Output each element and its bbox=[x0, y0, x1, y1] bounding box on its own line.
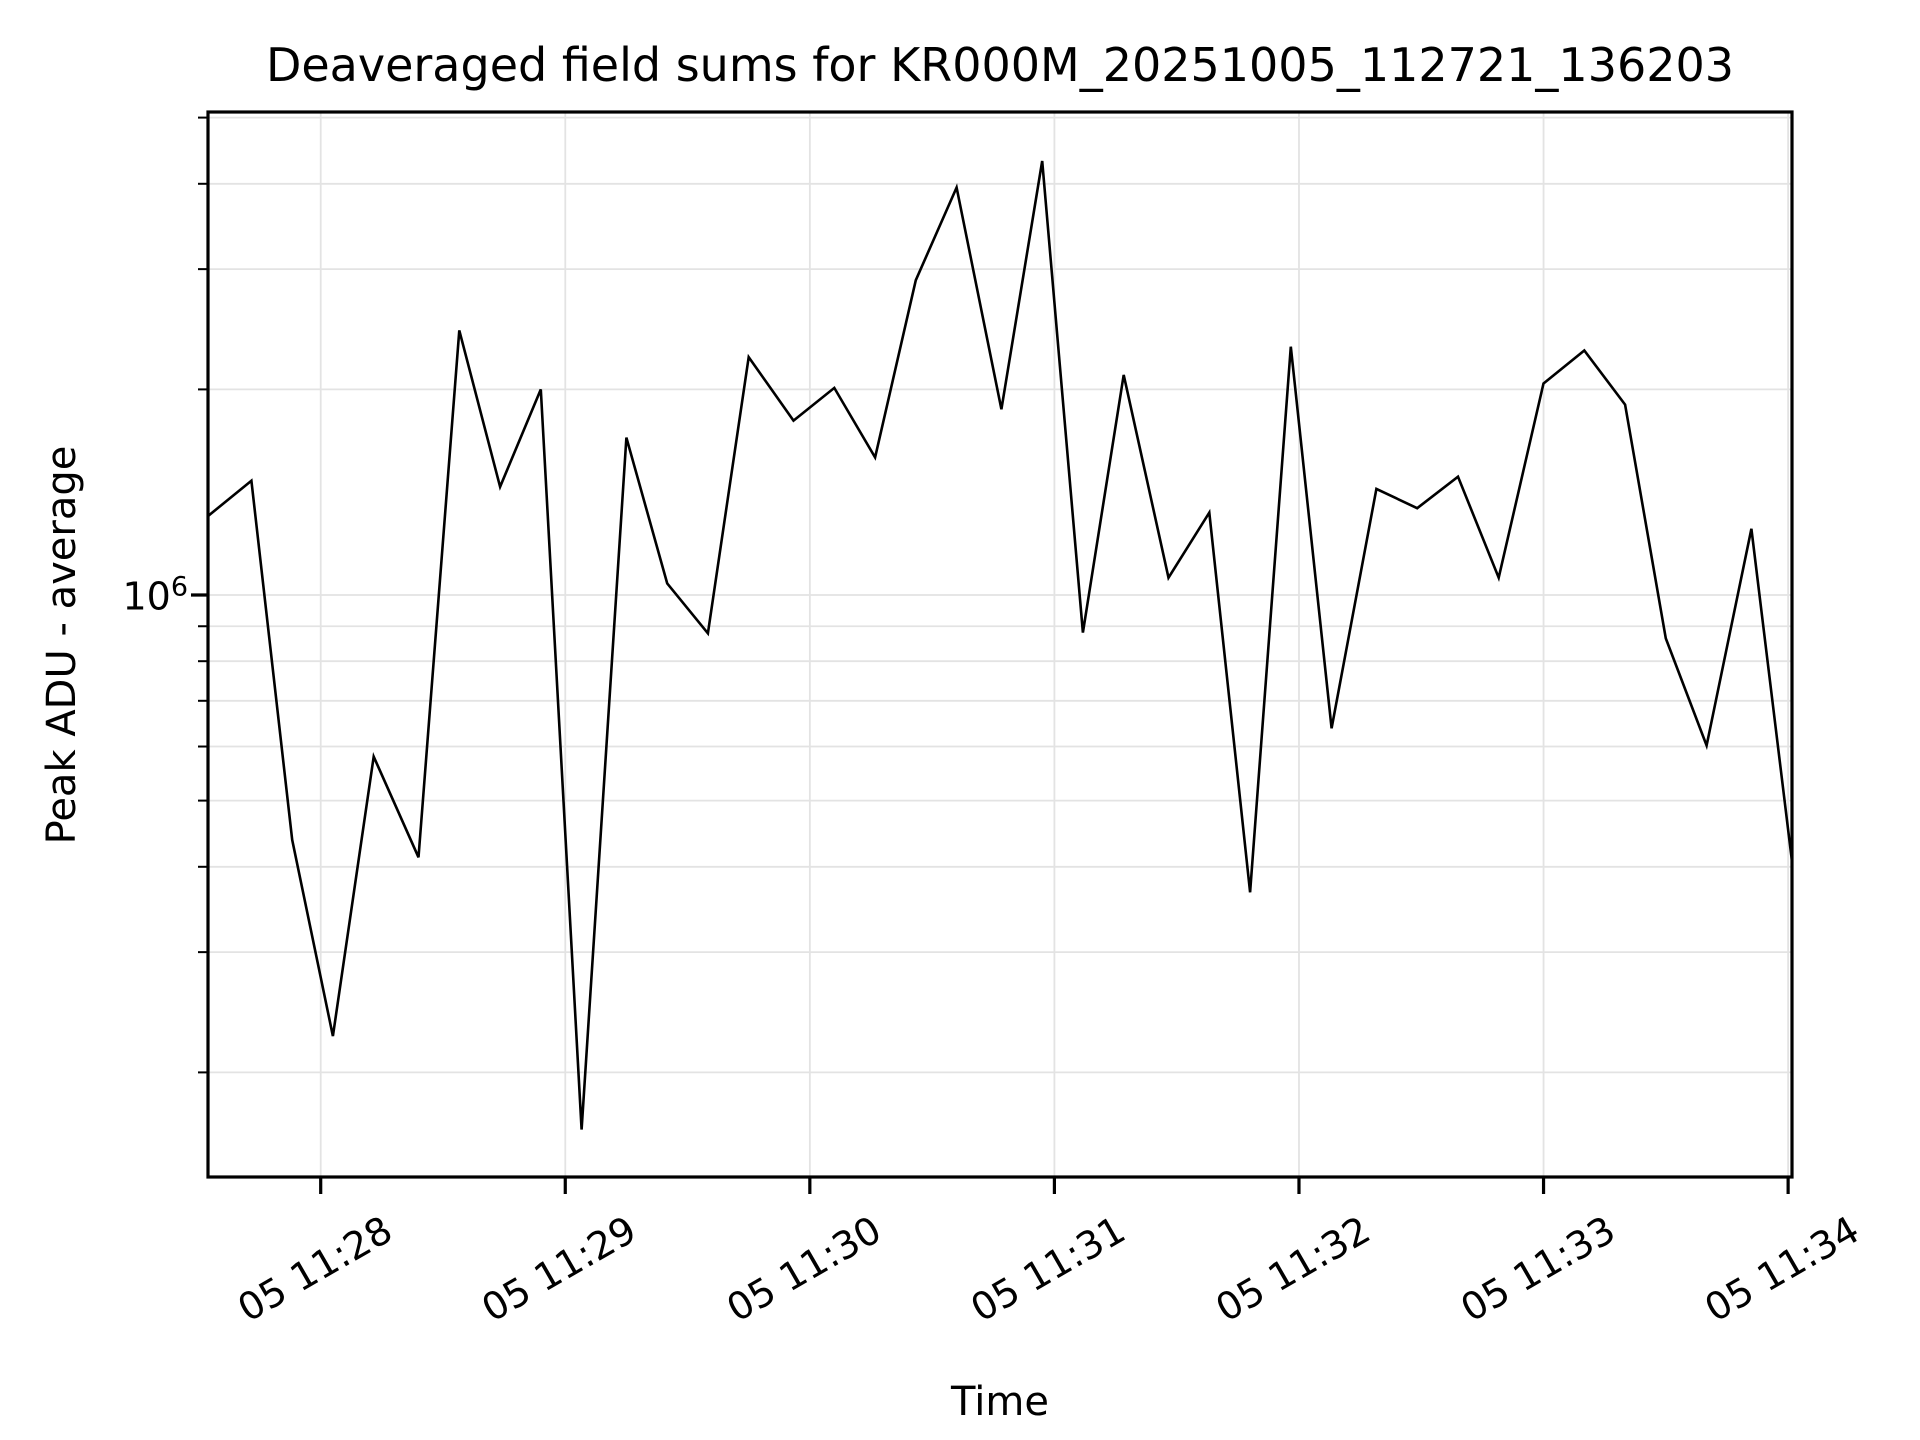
data-line bbox=[208, 160, 1792, 1130]
y-major-tick-label: 106 bbox=[90, 572, 188, 619]
chart-title: Deaveraged field sums for KR000M_2025100… bbox=[265, 38, 1735, 92]
y-axis-label: Peak ADU - average bbox=[39, 445, 85, 845]
x-axis-label: Time bbox=[951, 1379, 1049, 1425]
y-tick-base: 10 bbox=[122, 574, 171, 619]
y-tick-exponent: 6 bbox=[170, 571, 188, 603]
axes-spines bbox=[206, 110, 1794, 1179]
